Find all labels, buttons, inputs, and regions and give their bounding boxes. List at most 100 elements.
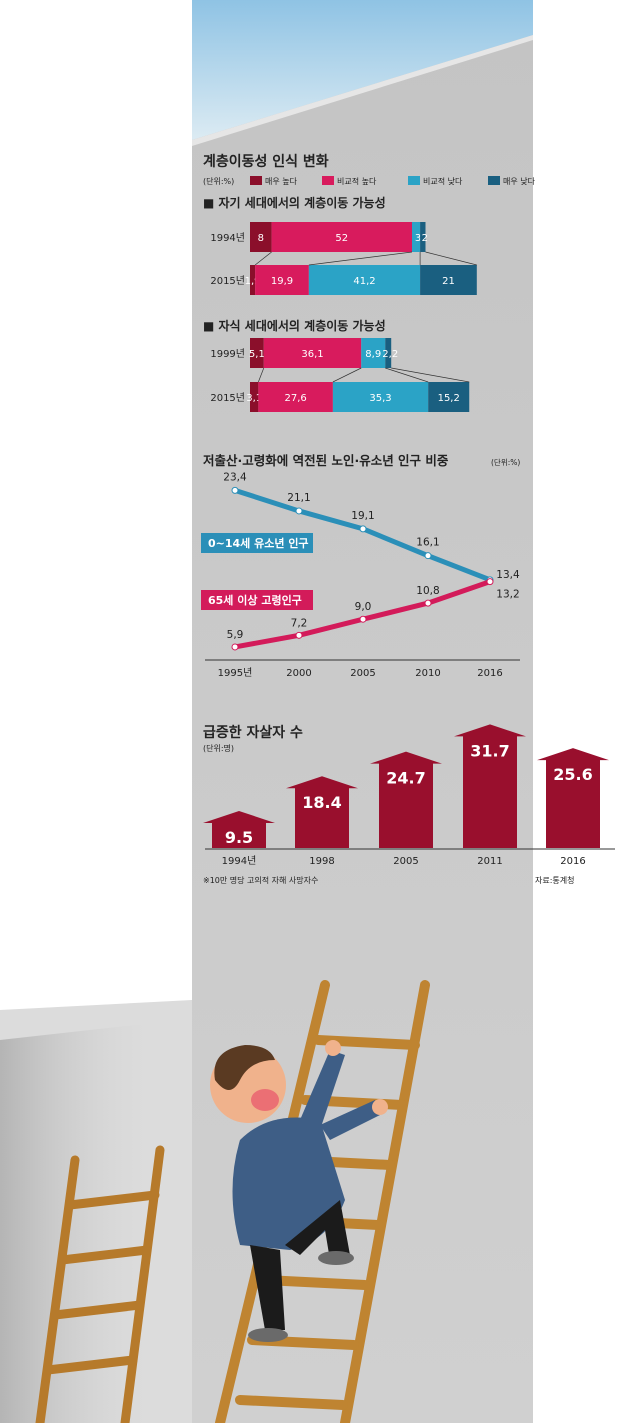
bar-segment: [250, 265, 256, 295]
data-label: 2: [422, 233, 428, 244]
bar-segment: [361, 338, 386, 368]
tick-label: 1994년: [222, 855, 257, 867]
sky-top: [192, 0, 533, 140]
suicide-chart: 9.5 1994년 18.4 1998 24.7 2005 31.7 2011 25.6 2016: [203, 724, 615, 867]
data-label: 21,1: [287, 492, 310, 504]
wall-edge: [192, 35, 533, 146]
bar-segment: [250, 338, 264, 368]
child-generation-title: ■ 자식 세대에서의 계층이동 가능성: [203, 318, 386, 333]
bar-segment: [332, 382, 429, 412]
legend-label: 매우 낮다: [503, 176, 536, 186]
self-generation-title: ■ 자기 세대에서의 계층이동 가능성: [203, 195, 386, 210]
data-label: 21: [442, 276, 455, 287]
mobility-section: 계층이동성 인식 변화 (단위:%) 매우 높다 비교적 높다 비교적 낮다 매우 낮…: [203, 153, 536, 412]
connector-line: [254, 251, 272, 266]
suicide-bar: [537, 748, 609, 848]
data-label: 8: [258, 233, 264, 244]
tick-label: 2016: [560, 856, 585, 867]
data-label: 16,1: [416, 537, 439, 549]
connector-line: [332, 367, 362, 383]
bar-segment: [308, 265, 421, 295]
population-title: 저출산·고령화에 역전된 노인·유소년 인구 비중: [203, 453, 449, 468]
suicide-section: 급증한 자살자 수 (단위:명) 9.5 1994년 18.4 1998 24.7 200…: [203, 724, 615, 885]
data-label: 41,2: [353, 276, 375, 287]
bar-segment: [412, 222, 421, 252]
data-point: [424, 552, 432, 560]
data-point: [424, 599, 432, 607]
data-label: 1,9: [245, 276, 261, 287]
data-label: 9.5: [225, 828, 253, 847]
population-unit: (단위:%): [491, 457, 520, 467]
elderly-series-label: 65세 이상 고령인구: [208, 593, 302, 607]
tick-label: 2000: [286, 668, 311, 679]
data-label: 3,1: [246, 393, 262, 404]
data-label: 35,3: [369, 393, 391, 404]
data-label: 27,6: [284, 393, 306, 404]
bar-segment: [385, 338, 392, 368]
tick-label: 2016: [477, 668, 502, 679]
suicide-title: 급증한 자살자 수: [203, 724, 303, 741]
data-label: 2,2: [382, 349, 398, 360]
data-point: [295, 631, 303, 639]
tick-label: 2010: [415, 668, 440, 679]
legend-label: 비교적 높다: [337, 176, 377, 186]
child-generation-chart: 1999년 5,1 36,1 8,9 2,2 2015년 3,1 27,6 35,3 15,2: [210, 338, 470, 412]
data-point: [486, 578, 494, 586]
population-section: 저출산·고령화에 역전된 노인·유소년 인구 비중 (단위:%) 23,4 21,…: [201, 453, 520, 679]
bar-segment: [271, 222, 412, 252]
bar-segment: [250, 222, 272, 252]
suicide-bar: [203, 810, 275, 848]
legend-swatch: [488, 176, 500, 185]
suicide-source: 자료:통계청: [535, 875, 575, 885]
self-generation-chart: 1994년 8 52 3 2 2015년 1,9 19,9 41,2 21: [210, 222, 477, 295]
tick-label: 2005: [393, 856, 418, 867]
mobility-title: 계층이동성 인식 변화: [203, 153, 329, 170]
data-label: 52: [335, 233, 348, 244]
data-label: 10,8: [416, 585, 439, 597]
bar-segment: [428, 382, 470, 412]
legend-label: 매우 높다: [265, 177, 298, 186]
bar-segment: [420, 265, 477, 295]
ladder-illustration: [35, 980, 430, 1423]
tick-label: 2011: [477, 856, 502, 867]
data-point: [359, 525, 367, 533]
data-point: [231, 643, 239, 651]
category-label: 1994년: [210, 232, 245, 244]
data-label: 31.7: [470, 741, 509, 760]
data-label: 15,2: [438, 393, 460, 404]
short-ladder: [35, 1145, 165, 1423]
data-label: 13,4: [496, 569, 520, 581]
category-label: 2015년: [210, 275, 245, 287]
bar-segment: [258, 382, 333, 412]
youth-series-label: 0~14세 유소년 인구: [208, 536, 309, 550]
youth-label-box: [201, 533, 313, 553]
legend-swatch: [322, 176, 334, 185]
suicide-footnote: ※10만 명당 고의적 자해 사망자수: [203, 875, 318, 885]
data-label: 36,1: [301, 349, 323, 360]
suicide-bar: [454, 724, 526, 848]
tick-label: 1998: [309, 856, 334, 867]
bar-segment: [263, 338, 362, 368]
data-label: 19,1: [351, 510, 374, 522]
mobility-unit: (단위:%): [203, 176, 234, 186]
data-point: [359, 615, 367, 623]
bar-segment: [420, 222, 426, 252]
elderly-label-box: [201, 590, 313, 610]
data-label: 8,9: [365, 349, 381, 360]
connector-line: [385, 367, 429, 383]
category-label: 1999년: [210, 348, 245, 360]
data-point: [295, 507, 303, 515]
suicide-bar: [286, 776, 358, 848]
suicide-bar: [370, 751, 442, 848]
suicide-unit: (단위:명): [203, 743, 234, 753]
bar-segment: [255, 265, 309, 295]
data-label: 18.4: [302, 793, 341, 812]
connector-line: [258, 367, 265, 383]
bar-segment: [250, 382, 259, 412]
data-label: 23,4: [223, 471, 247, 483]
data-label: 19,9: [271, 276, 293, 287]
data-label: 24.7: [386, 769, 425, 788]
legend-swatch: [250, 176, 262, 185]
legend-swatch: [408, 176, 420, 185]
